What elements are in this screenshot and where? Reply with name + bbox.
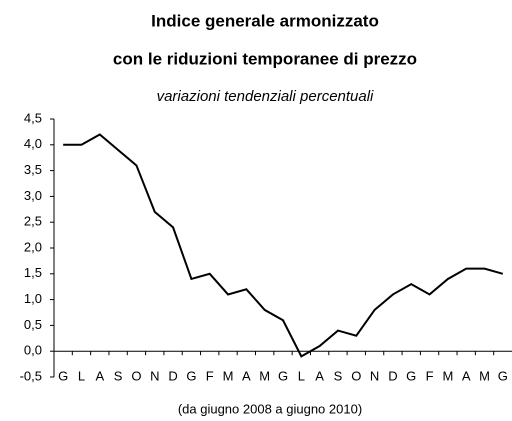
x-tick-label: O: [131, 368, 141, 383]
y-tick-label: 0,0: [24, 343, 42, 358]
x-tick-label: S: [334, 368, 343, 383]
y-tick-label: -0,5: [20, 368, 42, 383]
x-tick-label: N: [370, 368, 379, 383]
y-tick-label: 3,5: [24, 162, 42, 177]
x-tick-label: D: [388, 368, 397, 383]
chart-title-line2: con le riduzioni temporanee di prezzo: [113, 49, 417, 68]
line-series: [63, 133, 504, 358]
x-tick-label: G: [498, 368, 508, 383]
x-tick-label: M: [223, 368, 234, 383]
x-tick-label: G: [278, 368, 288, 383]
x-tick-label: D: [168, 368, 177, 383]
x-tick-label: G: [186, 368, 196, 383]
x-tick-label: L: [78, 368, 85, 383]
x-tick-label: M: [479, 368, 490, 383]
x-tick-label: F: [426, 368, 434, 383]
x-tick-label: L: [298, 368, 305, 383]
x-tick-label: F: [206, 368, 214, 383]
x-tick-label: G: [58, 368, 68, 383]
x-axis-label: (da giugno 2008 a giugno 2010): [178, 401, 362, 416]
x-tick-label: A: [242, 368, 251, 383]
chart-title: Indice generale armonizzato: [151, 11, 379, 30]
x-tick-label: M: [259, 368, 270, 383]
x-tick-label: M: [442, 368, 453, 383]
y-tick-label: 3,0: [24, 188, 42, 203]
x-tick-label: G: [406, 368, 416, 383]
x-tick-label: A: [462, 368, 471, 383]
x-tick-label: A: [95, 368, 104, 383]
x-tick-label: S: [114, 368, 123, 383]
y-tick-label: 1,0: [24, 291, 42, 306]
chart-subtitle: variazioni tendenziali percentuali: [157, 88, 374, 105]
y-tick-label: 4,0: [24, 136, 42, 151]
y-tick-label: 1,5: [24, 265, 42, 280]
y-tick-label: 2,5: [24, 214, 42, 229]
x-tick-label: N: [150, 368, 159, 383]
y-tick-label: 4,5: [24, 110, 42, 125]
y-tick-label: 0,5: [24, 317, 42, 332]
y-tick-label: 2,0: [24, 239, 42, 254]
x-tick-label: A: [315, 368, 324, 383]
x-tick-label: O: [351, 368, 361, 383]
